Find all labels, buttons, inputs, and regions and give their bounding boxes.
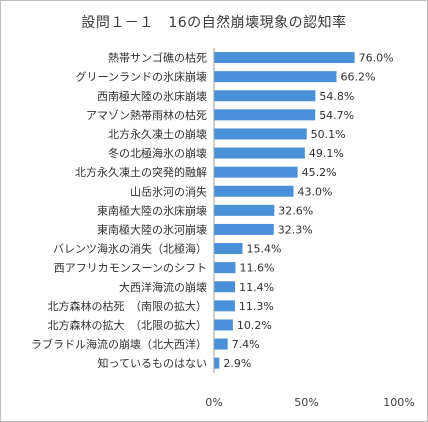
data-label: 32.3%: [278, 223, 313, 236]
category-label: 東南極大陸の氷床崩壊: [97, 203, 207, 217]
data-label: 11.4%: [239, 281, 274, 294]
bar: [214, 262, 236, 274]
data-label: 11.6%: [239, 262, 274, 275]
x-tick-label: 0%: [205, 396, 222, 409]
category-label: 冬の北極海氷の崩壊: [108, 146, 207, 160]
data-label: 2.9%: [223, 357, 251, 370]
bar: [214, 319, 233, 331]
bar: [214, 166, 298, 178]
bar: [214, 147, 305, 159]
data-label: 54.8%: [319, 90, 354, 103]
bar: [214, 90, 316, 102]
bar: [214, 185, 294, 197]
bar: [214, 204, 275, 216]
category-label: 山岳氷河の消失: [130, 184, 207, 198]
category-label: アマゾン熱帯雨林の枯死: [86, 108, 207, 122]
category-label: 西南極大陸の氷床崩壊: [97, 89, 207, 103]
category-label: ラブラドル海流の崩壊（北大西洋）: [31, 337, 207, 351]
category-label: 北方森林の拡大 （北限の拡大）: [48, 318, 208, 332]
bar: [214, 109, 316, 121]
data-label: 15.4%: [246, 243, 281, 256]
data-label: 7.4%: [232, 338, 260, 351]
category-label: 北方永久凍土の突発的融解: [75, 165, 207, 179]
data-label: 54.7%: [319, 109, 354, 122]
bar: [214, 223, 274, 235]
data-label: 50.1%: [311, 128, 346, 141]
category-label: 北方森林の枯死 （南限の拡大）: [48, 299, 208, 313]
data-label: 32.6%: [278, 204, 313, 217]
category-label: バレンツ海氷の消失（北極海）: [53, 242, 207, 256]
bar: [214, 300, 235, 312]
data-label: 43.0%: [298, 185, 333, 198]
category-label: 西アフリカモンスーンのシフト: [54, 262, 207, 275]
bar: [214, 338, 228, 350]
category-label: 知っているものはない: [98, 356, 207, 370]
category-label: 北方永久凍土の崩壊: [108, 127, 207, 141]
data-label: 10.2%: [237, 319, 272, 332]
bar: [214, 71, 337, 83]
category-label: 熱帯サンゴ礁の枯死: [108, 51, 207, 65]
data-label: 66.2%: [340, 71, 375, 84]
data-label: 49.1%: [309, 147, 344, 160]
bar: [214, 52, 355, 64]
bar: [214, 357, 220, 369]
data-label: 11.3%: [239, 300, 274, 313]
bar: [214, 243, 243, 255]
chart-title: 設問１－１ 16の自然崩壊現象の認知率: [81, 15, 347, 31]
data-label: 76.0%: [359, 52, 394, 65]
x-tick-label: 50%: [294, 396, 318, 409]
x-tick-label: 100%: [383, 396, 414, 409]
category-label: 東南極大陸の氷河崩壊: [97, 222, 207, 236]
bar: [214, 128, 307, 140]
category-label: 大西洋海流の崩壊: [119, 280, 207, 294]
bar: [214, 281, 236, 293]
category-label: グリーンランドの氷床崩壊: [76, 70, 207, 84]
data-label: 45.2%: [302, 166, 337, 179]
